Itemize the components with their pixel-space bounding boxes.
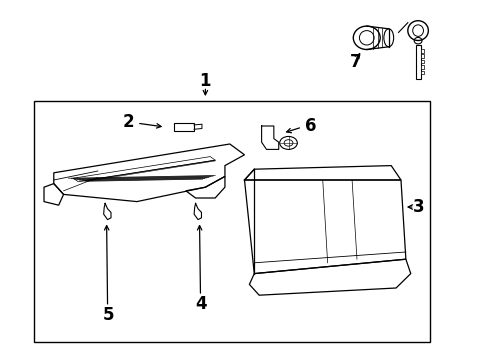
Bar: [173, 123, 194, 131]
Text: 7: 7: [349, 53, 361, 71]
Bar: [420, 54, 424, 58]
Text: 3: 3: [412, 198, 424, 216]
Bar: [415, 45, 420, 79]
Bar: [420, 71, 424, 74]
Bar: [420, 60, 424, 63]
Text: 1: 1: [199, 72, 211, 90]
Bar: [420, 65, 424, 69]
Text: 2: 2: [122, 113, 134, 131]
Text: 5: 5: [102, 306, 114, 324]
Text: 6: 6: [304, 117, 316, 135]
Bar: [34, 101, 429, 342]
Text: 4: 4: [195, 295, 207, 313]
Bar: [420, 49, 424, 53]
